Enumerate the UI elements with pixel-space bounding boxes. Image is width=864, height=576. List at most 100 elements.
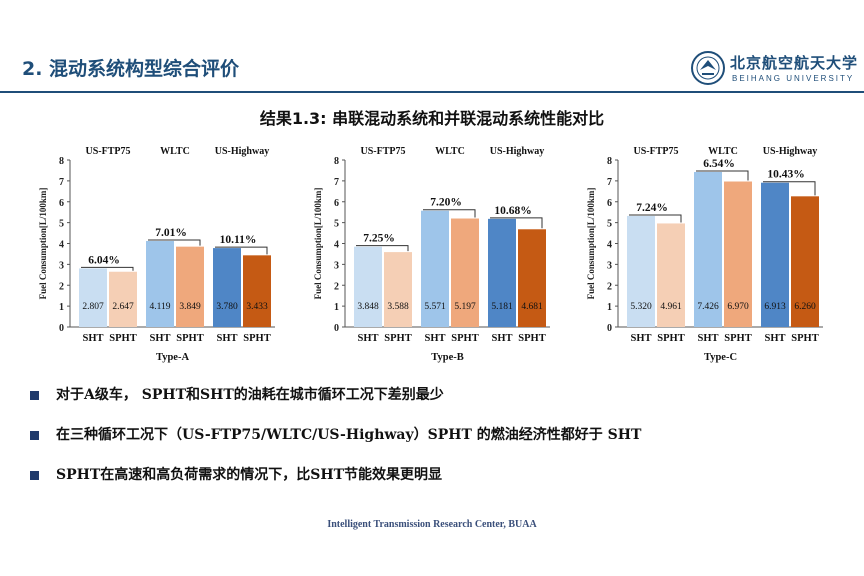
bullet-item: 对于A级车， SPHT和SHT的油耗在城市循环工况下差别最少 (30, 384, 850, 424)
value-label-sht: 7.426 (697, 302, 719, 312)
bullet-item: SPHT在高速和高负荷需求的情况下，比SHT节能效果更明显 (30, 464, 850, 504)
value-label-spht: 6.260 (794, 302, 816, 312)
difference-bracket (356, 245, 409, 252)
bar-spht (724, 181, 752, 327)
bar-sht (488, 218, 516, 327)
bar-sht (694, 171, 722, 327)
value-label-spht: 3.849 (179, 302, 201, 312)
bullet-square-icon (30, 391, 39, 400)
value-label-spht: 3.433 (246, 302, 268, 312)
y-tick-label: 3 (59, 260, 64, 271)
bar-spht (451, 218, 479, 327)
y-axis-label: Fuel Consumption[L/100km] (38, 188, 48, 300)
x-tick-label-spht: SPHT (791, 333, 818, 344)
percent-annotation: 6.04% (88, 254, 120, 266)
fuel-consumption-charts: 0 1 2 3 4 5 6 7 8 Fuel Consumption[L/100km] US-FTP… (38, 146, 823, 363)
y-axis-label: Fuel Consumption[L/100km] (586, 188, 596, 300)
bullet-list: 对于A级车， SPHT和SHT的油耗在城市循环工况下差别最少 在三种循环工况下（… (30, 384, 850, 504)
bar-spht (518, 229, 546, 327)
percent-annotation: 7.20% (430, 197, 462, 209)
bar-spht (657, 223, 685, 327)
bullet-square-icon (30, 471, 39, 480)
y-tick-label: 1 (59, 302, 64, 313)
y-tick-label: 7 (607, 177, 612, 188)
chart-title: Type-A (156, 352, 189, 363)
difference-bracket (629, 214, 682, 223)
value-label-sht: 5.181 (491, 302, 513, 312)
university-logo: 北京航空航天大学 BEIHANG UNIVERSITY (690, 50, 860, 90)
percent-annotation: 6.54% (703, 158, 735, 170)
chart-title: Type-B (431, 352, 463, 363)
y-tick-label: 0 (59, 323, 64, 334)
y-tick-label: 2 (59, 281, 64, 292)
y-tick-label: 5 (607, 219, 612, 230)
chart-title: Type-C (704, 352, 737, 363)
x-tick-label-spht: SPHT (518, 333, 545, 344)
x-tick-label-sht: SHT (424, 333, 445, 344)
y-tick-label: 4 (59, 240, 64, 251)
bar-sht (627, 215, 655, 327)
bar-sht (213, 248, 241, 327)
x-tick-label-spht: SPHT (243, 333, 270, 344)
value-label-spht: 5.197 (454, 302, 476, 312)
y-tick-label: 7 (334, 177, 339, 188)
y-tick-label: 2 (607, 281, 612, 292)
x-tick-label-sht: SHT (216, 333, 237, 344)
value-label-sht: 3.780 (216, 302, 238, 312)
y-tick-label: 2 (334, 281, 339, 292)
x-tick-label-sht: SHT (491, 333, 512, 344)
value-label-sht: 5.571 (424, 302, 446, 312)
university-emblem-icon (691, 51, 725, 85)
value-label-sht: 6.913 (764, 302, 786, 312)
difference-bracket (423, 209, 476, 218)
difference-bracket (148, 239, 201, 246)
slide-subtitle: 结果1.3: 串联混动系统和并联混动系统性能对比 (259, 109, 605, 128)
y-tick-label: 6 (607, 198, 612, 209)
percent-annotation: 10.68% (494, 205, 531, 217)
value-label-spht: 4.681 (521, 302, 543, 312)
bullet-text: 对于A级车， SPHT和SHT的油耗在城市循环工况下差别最少 (56, 387, 444, 403)
y-tick-label: 1 (334, 302, 339, 313)
value-label-sht: 5.320 (630, 302, 652, 312)
x-tick-label-spht: SPHT (451, 333, 478, 344)
category-label: US-Highway (763, 146, 817, 157)
bullet-text: 在三种循环工况下（US-FTP75/WLTC/US-Highway）SPHT 的… (56, 427, 642, 443)
y-tick-label: 3 (334, 260, 339, 271)
bar-sht (79, 268, 107, 327)
bar-spht (243, 255, 271, 327)
y-tick-label: 8 (59, 156, 64, 167)
category-label: WLTC (160, 146, 190, 157)
difference-bracket (215, 246, 268, 255)
y-tick-label: 8 (607, 156, 612, 167)
y-tick-label: 3 (607, 260, 612, 271)
bullet-item: 在三种循环工况下（US-FTP75/WLTC/US-Highway）SPHT 的… (30, 424, 850, 464)
x-tick-label-sht: SHT (357, 333, 378, 344)
difference-bracket (490, 217, 543, 229)
percent-annotation: 7.25% (363, 233, 395, 245)
value-label-spht: 3.588 (387, 302, 409, 312)
value-label-spht: 4.961 (660, 302, 682, 312)
y-axis-label: Fuel Consumption[L/100km] (313, 188, 323, 300)
difference-bracket (763, 181, 816, 196)
y-tick-label: 5 (334, 219, 339, 230)
charts-area: 0 1 2 3 4 5 6 7 8 Fuel Consumption[L/100km] US-FTP… (0, 140, 864, 370)
difference-bracket (696, 170, 749, 181)
value-label-sht: 3.848 (357, 302, 379, 312)
percent-annotation: 7.24% (636, 202, 668, 214)
value-label-spht: 2.647 (112, 302, 134, 312)
bullet-text: SPHT在高速和高负荷需求的情况下，比SHT节能效果更明显 (56, 467, 443, 483)
category-label: WLTC (708, 146, 738, 157)
y-tick-label: 8 (334, 156, 339, 167)
percent-annotation: 10.11% (220, 234, 257, 246)
y-tick-label: 4 (334, 240, 339, 251)
category-label: US-FTP75 (634, 146, 679, 157)
difference-bracket (81, 266, 134, 271)
bar-spht (384, 252, 412, 327)
x-tick-label-spht: SPHT (176, 333, 203, 344)
category-label: US-Highway (490, 146, 544, 157)
y-tick-label: 0 (334, 323, 339, 334)
y-tick-label: 6 (59, 198, 64, 209)
category-label: US-Highway (215, 146, 269, 157)
bar-sht (146, 241, 174, 327)
university-name-cn: 北京航空航天大学 (730, 54, 859, 72)
